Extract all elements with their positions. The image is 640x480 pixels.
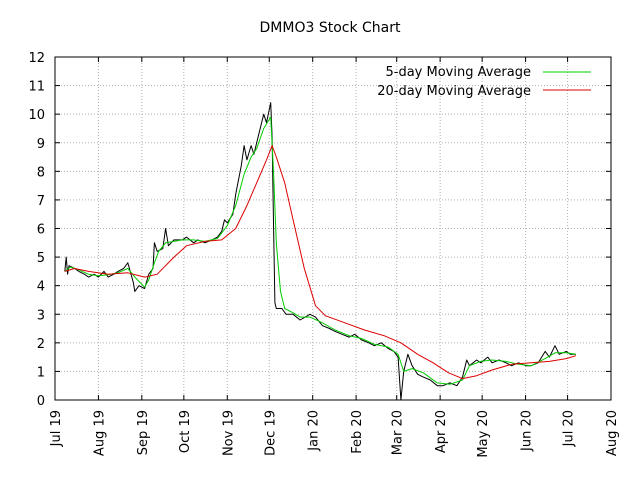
x-tick-label: Feb 20 (350, 410, 365, 454)
y-tick-label: 7 (37, 194, 45, 209)
chart-title: DMMO3 Stock Chart (260, 20, 401, 36)
plot-frame (54, 56, 612, 401)
y-tick-label: 9 (37, 137, 45, 152)
series-line-ma20 (64, 145, 577, 380)
x-tick-label: Mar 20 (391, 410, 406, 455)
x-tick-label: Nov 19 (221, 410, 236, 456)
x-tick-label: Jul 20 (562, 410, 577, 447)
y-tick-label: 1 (37, 365, 45, 380)
y-tick-label: 12 (28, 51, 45, 66)
series-line-ma5 (64, 116, 577, 385)
y-tick-label: 11 (28, 80, 45, 95)
x-tick-label: Apr 20 (434, 410, 449, 453)
y-tick-label: 2 (37, 337, 45, 352)
x-tick-label: Jan 20 (307, 410, 322, 452)
series-line-price (64, 102, 576, 401)
grid (55, 57, 611, 400)
x-tick-label: Aug 19 (92, 410, 107, 456)
x-tick-label: Jul 19 (49, 410, 64, 447)
y-tick-label: 8 (37, 165, 45, 180)
x-tick-label: Oct 19 (178, 410, 193, 453)
y-tick-label: 0 (37, 394, 45, 409)
series-lines (64, 102, 577, 401)
y-tick-label: 10 (28, 108, 45, 123)
x-tick-label: Sep 19 (136, 410, 151, 455)
x-tick-label: May 20 (476, 410, 491, 458)
legend-label-ma20: 20-day Moving Average (377, 84, 531, 99)
y-tick-label: 3 (37, 308, 45, 323)
x-tick-label: Jun 20 (520, 410, 535, 452)
x-tick-label: Aug 20 (605, 410, 620, 456)
x-tick-label: Dec 19 (263, 410, 278, 456)
y-tick-label: 4 (37, 280, 45, 295)
legend-label-ma5: 5-day Moving Average (386, 65, 532, 80)
y-tick-label: 6 (37, 223, 45, 238)
legend: 5-day Moving Average 20-day Moving Avera… (377, 65, 591, 99)
x-axis-ticks: Jul 19 Aug 19 Sep 19 Oct 19 Nov 19 Dec 19 Jan … (49, 57, 620, 458)
y-tick-label: 5 (37, 251, 45, 266)
